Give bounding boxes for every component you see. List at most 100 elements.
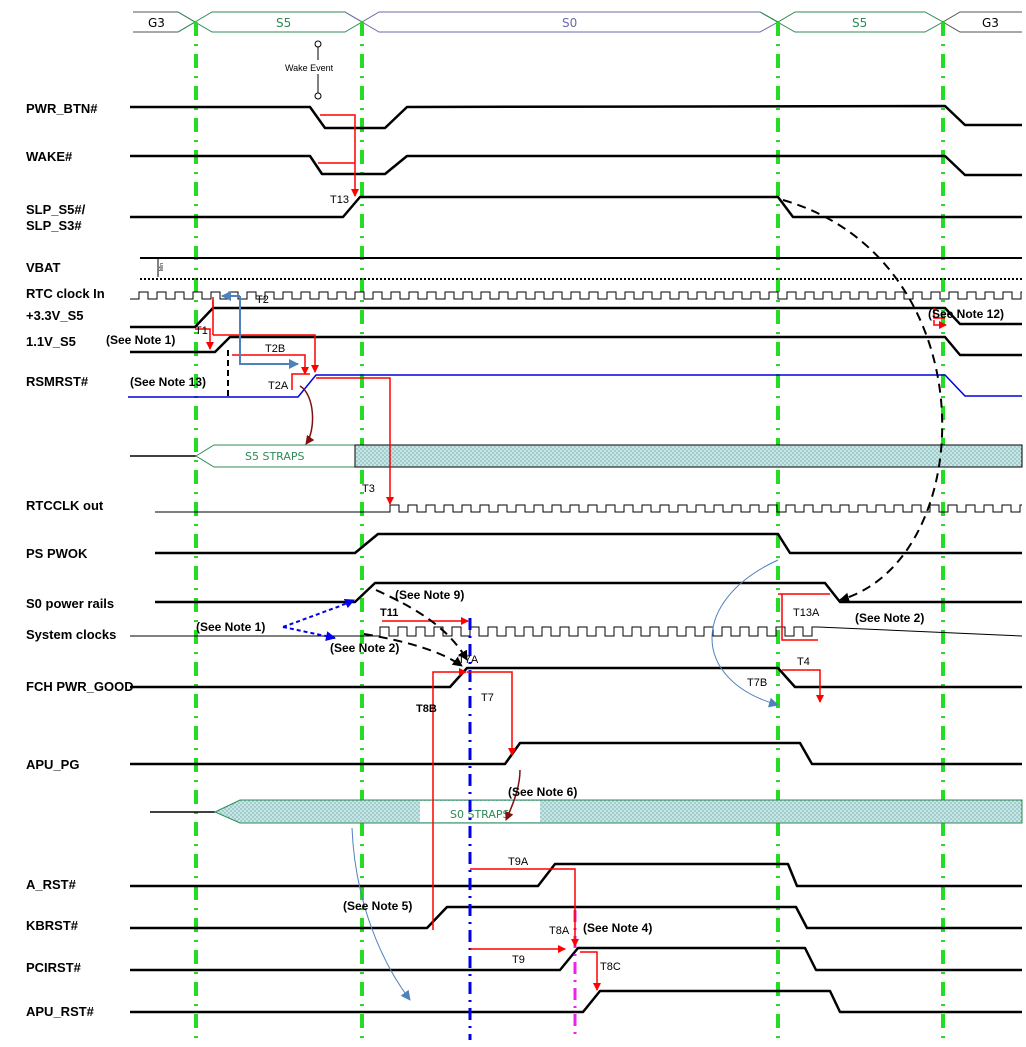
ps-pwok-to-fch-arrow (711, 559, 779, 708)
timing-t7: T7 (481, 692, 494, 704)
waveform-system-clocks (130, 626, 1023, 637)
note-2-left: (See Note 2) (330, 641, 399, 655)
waveform-apu-pg (130, 741, 1022, 766)
slp-to-rails-curve (782, 199, 944, 603)
signal-label-1v1-s5: 1.1V_S5 (26, 334, 76, 349)
note1-arrow-clocks (282, 626, 336, 642)
s0-straps-shaded-band (213, 799, 1023, 824)
apu-pg-to-s0-straps-arrow (505, 769, 521, 821)
notes: (See Note 1) (See Note 13) (See Note 9) … (106, 307, 1004, 935)
note-5: (See Note 5) (343, 899, 412, 913)
waveform-ps-pwok (155, 532, 1022, 555)
waveform-fch-pwr-good (130, 666, 1022, 689)
wake-event-top-dot (314, 40, 322, 48)
note-arrows (221, 291, 779, 1001)
s5-straps-label: S5 STRAPS (245, 450, 305, 463)
state-s5-right-shape (759, 11, 945, 33)
note12-arrow (933, 320, 947, 329)
waveform-s0-power-rails (155, 581, 1022, 604)
s5-straps-shaded-band (354, 444, 1023, 468)
signal-label-ps-pwok: PS PWOK (26, 546, 88, 561)
signal-label-kbrst: KBRST# (26, 918, 79, 933)
state-s5-left-shape (177, 11, 363, 33)
waveform-apu-rst (130, 989, 1022, 1014)
signal-label-pwr-btn: PWR_BTN# (26, 101, 98, 116)
t4-arrow (782, 669, 824, 703)
note-1-top: (See Note 1) (106, 333, 175, 347)
state-bar: G3 S5 S0 S5 G3 (133, 11, 1022, 33)
signal-label-rtc-clock-in: RTC clock In (26, 286, 105, 301)
t2b-arrow (232, 354, 309, 375)
timing-t13: T13 (330, 194, 349, 206)
t7-arrow (467, 671, 516, 756)
timing-t8a: T8A (549, 925, 570, 937)
t13a-arrow (781, 594, 818, 641)
note12-arrow-a (933, 308, 945, 319)
s0-straps-label: S0 STRAPS (450, 808, 510, 821)
signal-label-fch-pwr-good: FCH PWR_GOOD (26, 679, 134, 694)
timing-t4: T4 (797, 656, 810, 668)
timing-t9: T9 (512, 954, 525, 966)
signal-label-wake: WAKE# (26, 149, 73, 164)
note-1-bottom: (See Note 1) (196, 620, 265, 634)
note-13: (See Note 13) (130, 375, 206, 389)
signal-label-rsmrst: RSMRST# (26, 374, 89, 389)
signal-label-rtcclk-out: RTCCLK out (26, 498, 104, 513)
timing-t8c: T8C (600, 961, 621, 973)
s0-straps-to-apu-arrow (351, 827, 411, 1001)
timing-t2b: T2B (265, 343, 285, 355)
note-9: (See Note 9) (395, 588, 464, 602)
waveform-kbrst (130, 905, 1022, 930)
signal-label-s0-power-rails: S0 power rails (26, 596, 114, 611)
waveform-rsmrst (128, 374, 1022, 398)
signal-label-apu-rst: APU_RST# (26, 1004, 95, 1019)
note9-curve (375, 589, 468, 661)
signal-label-a-rst: A_RST# (26, 877, 77, 892)
timing-t13a: T13A (793, 607, 820, 619)
note-6: (See Note 6) (508, 785, 577, 799)
t2a-arrow (291, 373, 310, 390)
note1-arrows (282, 598, 355, 642)
note-2-right: (See Note 2) (855, 611, 924, 625)
signal-label-slp-s3: SLP_S3# (26, 218, 82, 233)
t2-arrow (213, 334, 319, 373)
timing-t7a: T7A (458, 654, 479, 666)
signal-label-system-clocks: System clocks (26, 627, 116, 642)
signal-label-apu-pg: APU_PG (26, 757, 79, 772)
signal-label-pcirst: PCIRST# (26, 960, 82, 975)
phase-guide-lines (194, 22, 945, 1040)
signal-label-vbat: VBAT (26, 260, 60, 275)
vbat-min-label: Min (159, 263, 165, 271)
t3-arrow (316, 377, 394, 505)
t9a-arrow (470, 868, 579, 947)
waveform-slp-s5 (130, 195, 1022, 219)
timing-t7b: T7B (747, 677, 767, 689)
state-s5-left-label: S5 (276, 16, 291, 30)
waveform-pcirst (130, 946, 1022, 972)
timing-arrows (195, 114, 947, 991)
note-4: (See Note 4) (583, 921, 652, 935)
state-g3-right-label: G3 (982, 16, 999, 30)
timing-t1: T1 (195, 325, 208, 337)
wake-event: Wake Event (285, 40, 334, 100)
s0-straps-row: S0 STRAPS (150, 799, 1023, 824)
waveform-vbat: Min (140, 257, 1022, 280)
timing-t9a: T9A (508, 856, 529, 868)
t13-arrow-pwr (320, 114, 359, 197)
t1-arrow (195, 328, 214, 350)
t8b-arrow (432, 668, 467, 930)
timing-labels: T13 T1 T2 T2B T2A T3 T11 T7A T8B T7 T9A … (195, 194, 820, 973)
signal-label-slp-s5: SLP_S5#/ (26, 202, 86, 217)
t8c-arrow (580, 951, 601, 991)
waveform-3v3-s5 (130, 306, 1022, 329)
waveform-pwr-btn (130, 104, 1022, 130)
wake-event-label: Wake Event (285, 63, 334, 73)
dashed-curve-arrows (363, 199, 944, 667)
note13-arrow (239, 296, 299, 369)
state-g3-left-label: G3 (148, 16, 165, 30)
timing-t2: T2 (256, 294, 269, 306)
state-s5-right-label: S5 (852, 16, 867, 30)
s5-straps-row: S5 STRAPS (130, 444, 1023, 468)
signal-label-3v3-s5: +3.3V_S5 (26, 308, 83, 323)
